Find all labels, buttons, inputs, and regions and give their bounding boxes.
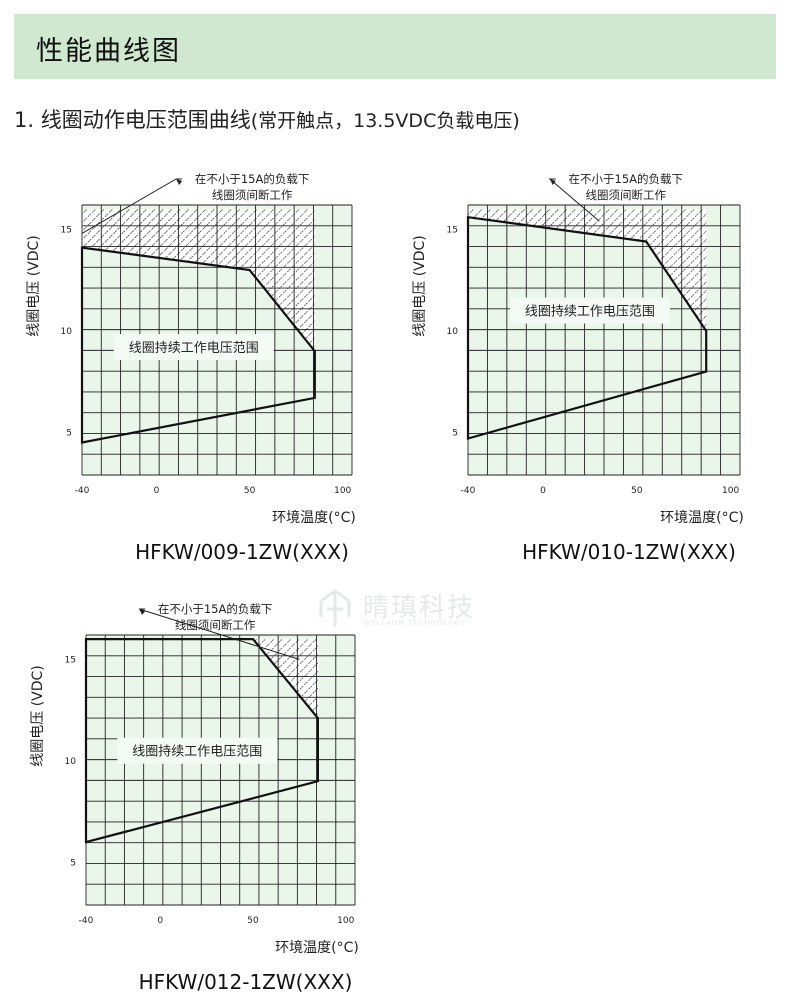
subheading-main: 1. 线圈动作电压范围曲线: [14, 108, 251, 132]
x-tick-label: -40: [75, 486, 90, 496]
y-tick-label: 15: [65, 655, 76, 665]
x-axis-label: 环境温度(°C): [660, 510, 744, 526]
y-axis-label: 线圈电压 (VDC): [26, 235, 42, 337]
y-tick-label: 15: [61, 225, 72, 235]
x-tick-label: 50: [247, 916, 259, 926]
model-caption: HFKW/010-1ZW(XXX): [522, 540, 736, 564]
annotation-text: 在不小于15A的负载下: [195, 172, 310, 186]
annotation-leader: [548, 178, 600, 222]
section-title: 性能曲线图: [36, 36, 181, 67]
y-tick-label: 15: [447, 225, 458, 235]
region-label: 线圈持续工作电压范围: [132, 745, 262, 760]
x-tick-label: 0: [154, 486, 160, 496]
region-label: 线圈持续工作电压范围: [129, 341, 259, 356]
chart-hfkw-012: 线圈持续工作电压范围 -40 0 50 100 5 10 15 环境温度(°C) 线圈电压 (VD…: [30, 602, 359, 994]
annotation-arrowhead: [176, 179, 183, 185]
watermark-logo-icon: [319, 589, 351, 627]
y-tick-label: 5: [70, 858, 76, 868]
y-tick-label: 10: [65, 757, 77, 767]
annotation-arrowhead: [549, 179, 556, 185]
x-tick-label: 0: [540, 486, 546, 496]
section-header: 性能曲线图: [14, 14, 776, 79]
model-caption: HFKW/012-1ZW(XXX): [139, 970, 353, 994]
watermark-text-cn: 晴瑱科技: [363, 593, 476, 623]
operating-boundary: [84, 637, 319, 844]
subheading-suffix: (常开触点，13.5VDC负载电压): [250, 110, 520, 132]
annotation-text: 线圈须间断工作: [212, 188, 293, 202]
x-tick-label: 50: [631, 486, 643, 496]
operating-boundary: [80, 246, 316, 444]
x-tick-label: 100: [334, 486, 351, 496]
y-tick-label: 10: [61, 327, 73, 337]
chart-hfkw-010: 线圈持续工作电压范围 -40 0 50 100 5 10 15 环境温度(°C) 线圈电压 (VD…: [412, 172, 744, 564]
x-axis-label: 环境温度(°C): [272, 510, 356, 526]
x-axis-label: 环境温度(°C): [275, 940, 359, 956]
operating-boundary: [466, 215, 708, 440]
x-tick-label: 100: [337, 916, 354, 926]
annotation-text: 线圈须间断工作: [175, 618, 256, 632]
y-tick-label: 5: [66, 428, 72, 438]
y-tick-label: 10: [447, 327, 459, 337]
intermittent-region: [468, 209, 707, 331]
x-tick-label: -40: [79, 916, 94, 926]
annotation-text: 在不小于15A的负载下: [158, 602, 273, 616]
watermark: 晴瑱科技 WELLAON TECHNOLOGY: [305, 585, 505, 635]
subheading: 1. 线圈动作电压范围曲线(常开触点，13.5VDC负载电压): [14, 104, 520, 134]
annotation-arrowhead: [139, 609, 146, 615]
x-tick-label: -40: [461, 486, 476, 496]
x-tick-label: 100: [722, 486, 739, 496]
y-axis-label: 线圈电压 (VDC): [412, 235, 428, 337]
region-label-bg: [117, 737, 278, 764]
region-label: 线圈持续工作电压范围: [525, 305, 655, 320]
y-axis-label: 线圈电压 (VDC): [30, 665, 46, 767]
annotation-text: 在不小于15A的负载下: [569, 172, 684, 186]
model-caption: HFKW/009-1ZW(XXX): [135, 540, 349, 564]
region-label-bg: [509, 297, 670, 324]
annotation-text: 线圈须间断工作: [586, 188, 667, 202]
x-tick-label: 50: [244, 486, 256, 496]
x-tick-label: 0: [157, 916, 163, 926]
chart-hfkw-009: 线圈持续工作电压范围 -40 0 50 100 5 10 15 环境温度(°C) 线圈电压 (VD…: [26, 172, 356, 564]
y-tick-label: 5: [452, 428, 458, 438]
watermark-text-en: WELLAON TECHNOLOGY: [363, 619, 467, 627]
region-label-bg: [113, 334, 274, 361]
